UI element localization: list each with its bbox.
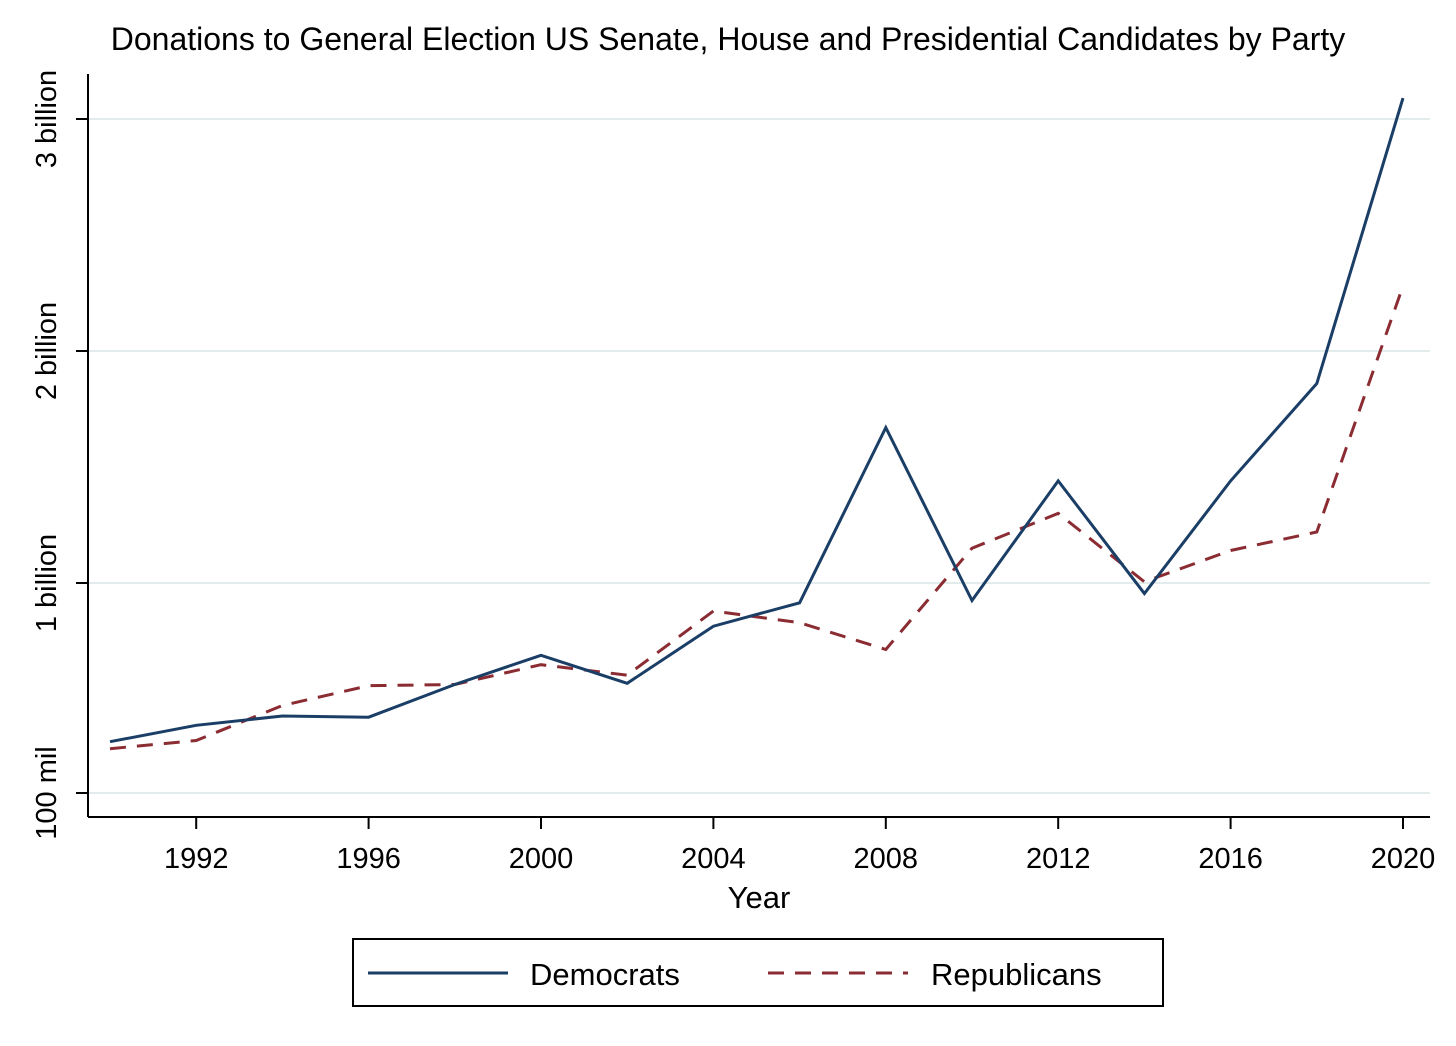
y-tick-label: 3 billion <box>31 70 63 168</box>
legend-label-republicans: Republicans <box>931 957 1102 992</box>
legend-box <box>352 938 1164 1007</box>
x-tick-label: 2012 <box>1026 843 1091 875</box>
x-tick-label: 2000 <box>509 843 574 875</box>
y-ticks: 100 mil 1 billion 2 billion 3 billion <box>31 70 88 840</box>
y-tick-label: 100 mil <box>31 746 63 840</box>
x-axis-title: Year <box>728 880 791 915</box>
x-tick-label: 2020 <box>1371 843 1436 875</box>
grid-lines <box>88 118 1430 794</box>
y-tick-label: 1 billion <box>31 534 63 632</box>
chart-title: Donations to General Election US Senate,… <box>111 21 1346 57</box>
legend: Democrats Republicans <box>352 938 1164 1007</box>
series-lines <box>109 97 1405 751</box>
y-tick-label: 2 billion <box>31 302 63 400</box>
x-tick-label: 1992 <box>164 843 229 875</box>
series-line-republicans <box>109 285 1405 751</box>
x-tick-label: 2008 <box>854 843 919 875</box>
x-tick-label: 1996 <box>336 843 401 875</box>
legend-label-democrats: Democrats <box>530 957 680 992</box>
x-tick-label: 2004 <box>681 843 746 875</box>
series-line-democrats <box>109 97 1405 744</box>
x-tick-label: 2016 <box>1198 843 1263 875</box>
axes <box>87 74 1430 818</box>
x-ticks: 1992 1996 2000 2004 2008 2012 2016 2020 <box>164 817 1435 875</box>
